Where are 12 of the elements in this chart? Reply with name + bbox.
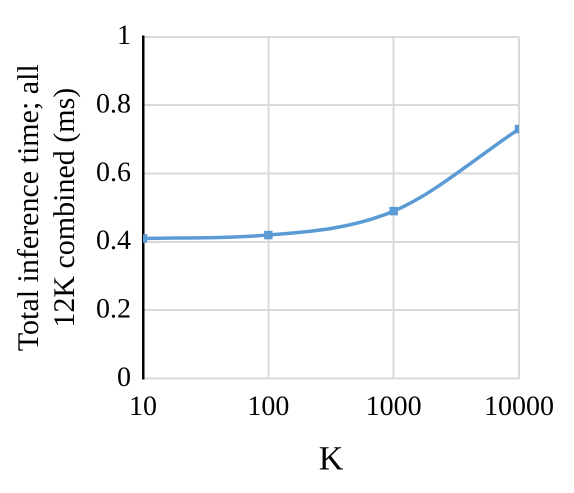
x-tick-label: 1000: [366, 390, 422, 422]
y-tick-label: 0.8: [96, 88, 131, 120]
y-tick-label: 1: [117, 20, 131, 52]
y-tick-label: 0.2: [96, 294, 131, 325]
x-tick-label: 10: [129, 390, 157, 422]
y-tick-label: 0: [117, 362, 131, 393]
x-tick-label: 100: [247, 390, 290, 422]
y-axis-title: Total inference time; all 12K combined (ms): [12, 64, 81, 352]
y-tick-label: 0.6: [96, 156, 131, 188]
x-axis-title: K: [318, 440, 344, 478]
y-tick-label: 0.4: [96, 225, 131, 256]
x-tick-label: 10000: [484, 390, 554, 422]
